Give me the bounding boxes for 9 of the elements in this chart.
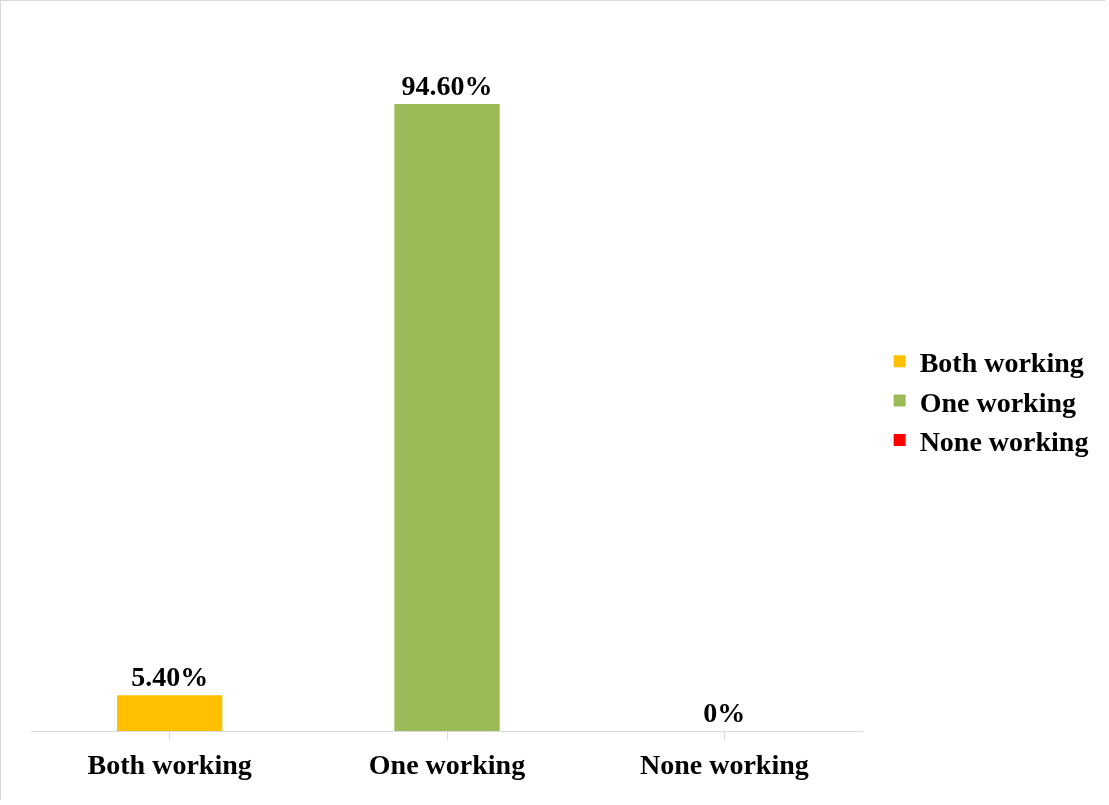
- x-tick-label: None working: [639, 748, 809, 780]
- legend-label: One working: [919, 386, 1076, 418]
- data-label: 94.60%: [401, 70, 493, 101]
- legend-label: Both working: [919, 347, 1084, 379]
- data-label: 5.40%: [131, 661, 209, 693]
- x-tick-label: Both working: [87, 748, 252, 780]
- x-tick-label: One working: [368, 748, 526, 780]
- legend-label: None working: [919, 425, 1089, 457]
- data-label: 0%: [703, 697, 746, 728]
